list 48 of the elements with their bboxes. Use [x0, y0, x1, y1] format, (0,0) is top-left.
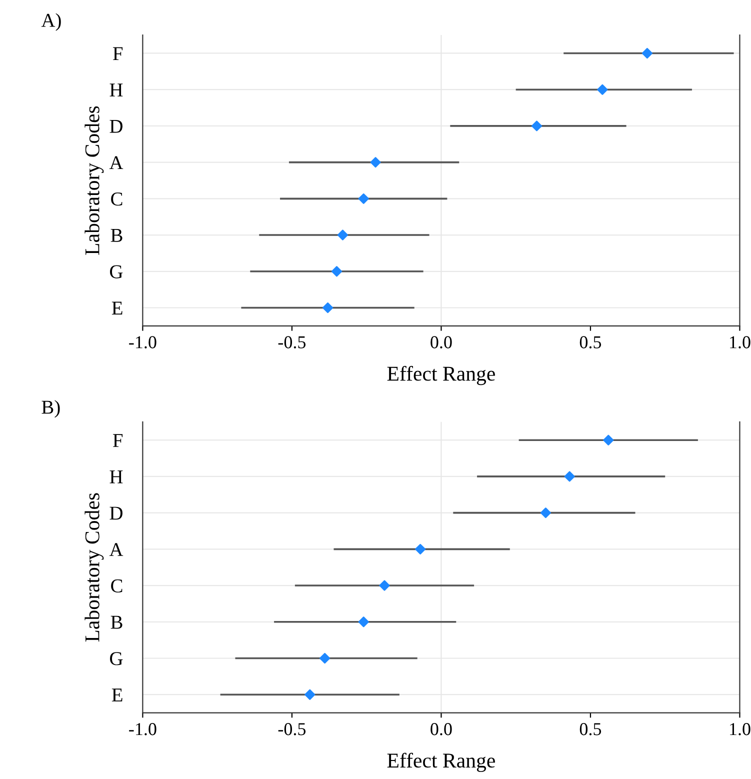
y-tick-label: E	[112, 302, 122, 314]
point	[564, 471, 575, 482]
x-tick-label: -0.5	[278, 723, 306, 736]
point	[331, 266, 342, 277]
chart-title: A)	[41, 13, 61, 31]
y-tick-label: G	[110, 265, 123, 278]
x-tick-label: -1.0	[129, 723, 156, 736]
x-tick-label: 0.0	[430, 723, 452, 736]
y-tick-label: C	[111, 192, 122, 206]
x-tick-label: 0.0	[430, 336, 452, 348]
y-tick-label: G	[110, 652, 123, 666]
y-tick-label: A	[109, 156, 124, 170]
y-tick-label: D	[110, 120, 122, 133]
point	[603, 434, 614, 446]
point	[379, 580, 390, 591]
point	[319, 652, 330, 664]
point	[337, 230, 348, 240]
y-tick-label: B	[110, 229, 122, 242]
y-axis-title: Laboratory Codes	[84, 106, 104, 255]
y-tick-label: F	[112, 47, 123, 60]
point	[531, 120, 542, 132]
y-tick-label: H	[110, 84, 123, 96]
y-tick-label: E	[112, 688, 122, 702]
x-axis-title: Effect Range	[387, 366, 495, 386]
x-tick-label: -1.0	[129, 336, 156, 348]
point	[358, 193, 369, 204]
x-tick-label: 0.5	[580, 336, 602, 348]
x-tick-label: 0.5	[580, 723, 602, 736]
chart-title: B)	[42, 400, 60, 418]
y-tick-label: B	[110, 616, 122, 629]
point	[370, 157, 381, 168]
y-tick-label: F	[112, 434, 123, 447]
point	[415, 544, 426, 554]
x-tick-label: 1.0	[730, 723, 750, 736]
y-tick-label: D	[110, 506, 122, 520]
y-tick-label: A	[109, 543, 124, 556]
point	[358, 616, 369, 628]
y-tick-label: H	[110, 470, 123, 484]
y-tick-label: C	[111, 579, 122, 592]
x-tick-label: 1.0	[730, 336, 750, 348]
point	[597, 84, 608, 95]
point	[540, 508, 551, 518]
x-tick-label: -0.5	[278, 336, 306, 348]
x-axis-title: Effect Range	[387, 752, 495, 772]
point	[304, 689, 316, 700]
y-axis-title: Laboratory Codes	[84, 493, 104, 642]
point	[642, 48, 652, 59]
point	[322, 302, 334, 314]
